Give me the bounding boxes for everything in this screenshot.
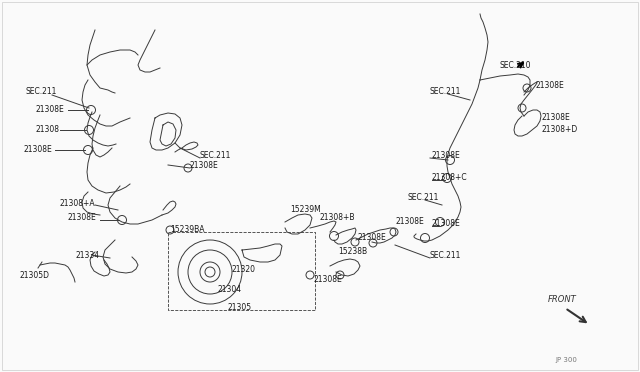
Text: JP 300: JP 300 [555,357,577,363]
Text: SEC.211: SEC.211 [430,251,461,260]
Text: 21308+D: 21308+D [542,125,579,135]
Text: SEC.211: SEC.211 [200,151,232,160]
Text: 21308+A: 21308+A [60,199,95,208]
Text: 21308E: 21308E [68,214,97,222]
Text: 21308E: 21308E [24,145,52,154]
Text: SEC.211: SEC.211 [430,87,461,96]
Text: 21304: 21304 [218,285,242,295]
Text: 21334: 21334 [75,250,99,260]
Text: 21308E: 21308E [190,161,219,170]
Text: 21308+B: 21308+B [320,214,355,222]
Text: 15239M: 15239M [290,205,321,215]
Text: 21308E: 21308E [396,218,425,227]
Text: 21308E: 21308E [432,151,461,160]
Text: SEC.211: SEC.211 [408,193,440,202]
Text: FRONT: FRONT [548,295,577,305]
Text: 15239BA: 15239BA [170,225,205,234]
Text: 21308E: 21308E [432,219,461,228]
Text: 21308: 21308 [35,125,59,135]
Text: 21308E: 21308E [35,106,64,115]
Text: SEC.211: SEC.211 [25,87,56,96]
Text: SEC.210: SEC.210 [500,61,531,70]
Text: 21305D: 21305D [20,270,50,279]
Text: 21305: 21305 [228,304,252,312]
Text: 21308E: 21308E [535,80,564,90]
Text: 21308E: 21308E [314,276,343,285]
Text: 21308E: 21308E [358,234,387,243]
Text: 21308E: 21308E [542,113,571,122]
Text: 21308+C: 21308+C [432,173,468,183]
Text: 15238B: 15238B [338,247,367,257]
Text: 21320: 21320 [232,266,256,275]
